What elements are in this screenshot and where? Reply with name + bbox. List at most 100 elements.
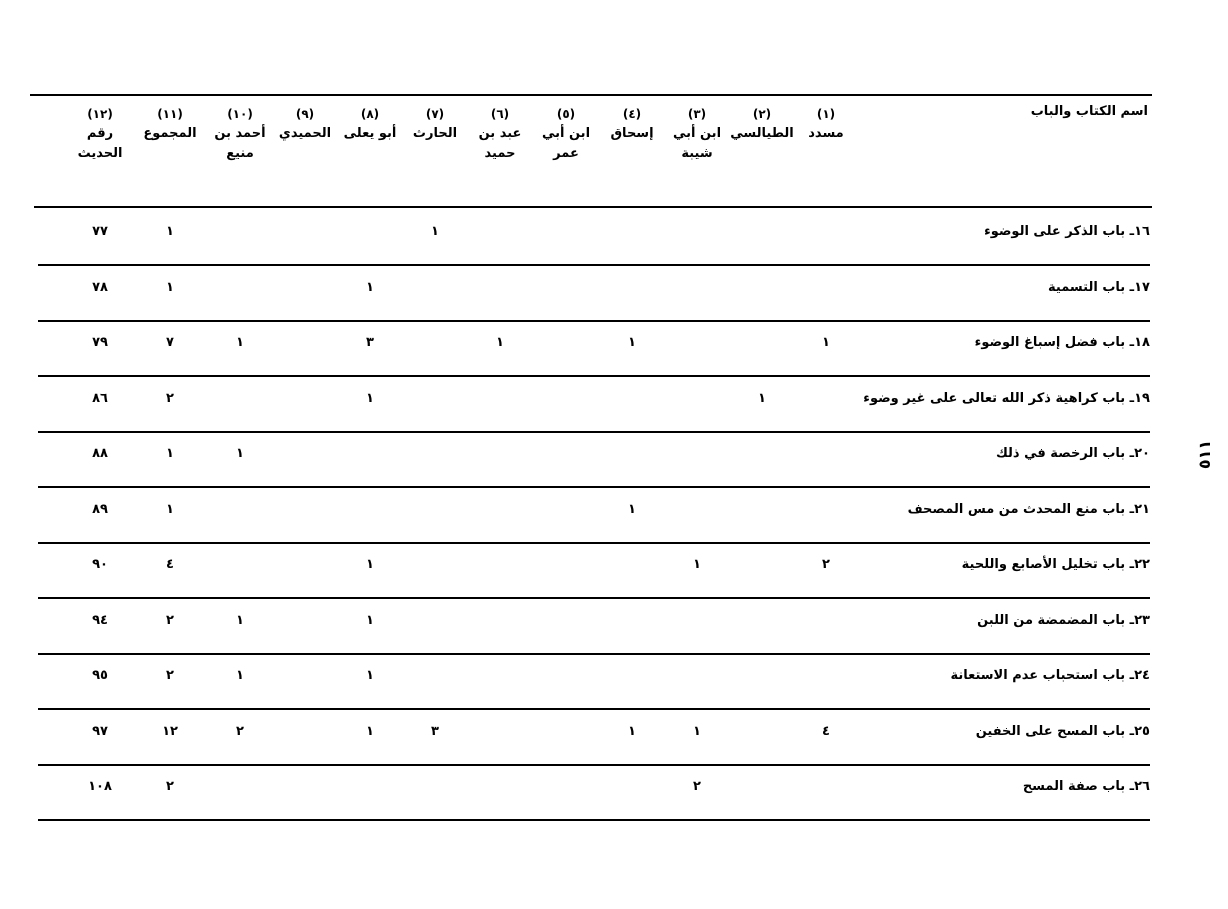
chapter-label: ١٧ـ باب التسمية	[1048, 279, 1150, 295]
table-row: ٢٤ـ باب استحباب عدم الاستعانة ١ ١ ٢ ٩٥	[0, 656, 1228, 711]
table-cell: ١	[166, 446, 174, 461]
table-cell: ١٢	[162, 723, 178, 739]
column-name: أحمد بن منيع	[214, 126, 266, 161]
table-cell: ١	[366, 557, 374, 572]
row-divider	[38, 486, 1150, 488]
column-number: (٧)	[425, 107, 445, 121]
column-name: الطيالسي	[730, 126, 794, 141]
table-row: ١٩ـ باب كراهية ذكر الله تعالى على غير وض…	[0, 379, 1228, 434]
table-row: ١٦ـ باب الذكر على الوضوء ١ ١ ٧٧	[0, 212, 1228, 267]
column-number: (٣)	[687, 107, 707, 121]
row-divider	[38, 763, 1150, 766]
table-cell: ٢	[166, 390, 174, 406]
table-cell: ١	[236, 446, 244, 461]
column-header: (٩) الحميدي	[270, 104, 340, 144]
table-cell: ٤	[822, 723, 830, 739]
column-number: (٤)	[622, 107, 642, 121]
column-number: (١٢)	[87, 107, 113, 121]
column-header: (١١) المجموع	[135, 104, 205, 144]
column-header: (٤) إسحاق	[597, 104, 667, 144]
table-row: ٢٥ـ باب المسح على الخفين ٤ ١ ١ ٣ ١ ٢ ١٢ ٩٧	[0, 712, 1228, 767]
header-rule	[34, 206, 1152, 208]
chapter-label: ٢٦ـ باب صفة المسح	[1022, 779, 1150, 794]
row-divider	[38, 819, 1150, 821]
table-cell: ١	[758, 390, 766, 406]
table-cell: ١	[693, 723, 701, 739]
column-number: (٢)	[752, 107, 772, 121]
chapter-label: ٢١ـ باب منع المحدث من مس المصحف	[907, 501, 1150, 517]
column-header: (٧) الحارث	[400, 104, 470, 144]
table-cell: ٧٩	[92, 335, 108, 350]
column-number: (١)	[816, 107, 836, 121]
table-cell: ٧	[166, 335, 174, 350]
table-cell: ٢	[236, 723, 244, 739]
table-cell: ١	[166, 501, 174, 517]
table-cell: ٢	[166, 668, 174, 683]
table-cell: ١	[366, 612, 374, 628]
column-header: (٥) ابن أبي عمر	[531, 104, 601, 164]
table-cell: ١	[366, 668, 374, 683]
table-cell: ٢	[166, 779, 174, 794]
table-cell: ١	[822, 335, 830, 350]
column-header: (١) مسدد	[791, 104, 861, 144]
table-row: ١٧ـ باب التسمية ١ ١ ٧٨	[0, 268, 1228, 323]
chapter-label: ٢٠ـ باب الرخصة في ذلك	[995, 446, 1150, 461]
table-cell: ٩٠	[92, 557, 108, 572]
table-cell: ١	[628, 335, 636, 350]
column-name: إسحاق	[610, 126, 654, 141]
column-number: (٨)	[360, 107, 380, 121]
chapter-label: ٢٣ـ باب المضمضة من اللبن	[977, 612, 1150, 628]
table-row: ٢٠ـ باب الرخصة في ذلك ١ ١ ٨٨	[0, 434, 1228, 489]
column-name: رقم الحديث	[77, 126, 123, 161]
table-cell: ٧٨	[92, 279, 108, 295]
table-cell: ٩٤	[92, 612, 108, 628]
table-cell: ١٠٨	[88, 779, 112, 794]
table-row: ٢١ـ باب منع المحدث من مس المصحف ١ ١ ٨٩	[0, 490, 1228, 545]
table-cell: ٣	[431, 723, 439, 739]
column-number: (١٠)	[227, 107, 253, 121]
table-cell: ٨٦	[92, 390, 108, 406]
column-header: (٨) أبو يعلى	[335, 104, 405, 144]
column-name: عبد بن حميد	[478, 126, 522, 161]
row-divider	[38, 319, 1150, 322]
column-number: (١١)	[157, 107, 183, 121]
table-cell: ٢	[822, 557, 830, 572]
table-cell: ١	[366, 390, 374, 406]
column-name: أبو يعلى	[343, 126, 397, 141]
column-name: مسدد	[808, 126, 844, 141]
column-header: (٦) عبد بن حميد	[465, 104, 535, 164]
row-divider	[38, 652, 1150, 655]
table-cell: ١	[628, 501, 636, 517]
column-header: (٣) ابن أبي شيبة	[662, 104, 732, 164]
table-cell: ٤	[166, 557, 174, 572]
column-number: (٩)	[295, 107, 315, 121]
row-divider	[38, 375, 1150, 377]
column-name: المجموع	[143, 126, 197, 141]
row-divider	[38, 597, 1150, 599]
column-number: (٦)	[490, 107, 510, 121]
chapter-label: ٢٥ـ باب المسح على الخفين	[975, 723, 1150, 739]
table-cell: ٨٨	[92, 446, 108, 461]
row-divider	[38, 541, 1150, 544]
table-cell: ٨٩	[92, 501, 108, 517]
chapter-label: ١٩ـ باب كراهية ذكر الله تعالى على غير وض…	[863, 390, 1150, 406]
table-cell: ١	[166, 279, 174, 295]
table-cell: ١	[366, 723, 374, 739]
table-cell: ٢	[166, 612, 174, 628]
column-name: الحميدي	[278, 126, 332, 141]
page-number: ٥١١	[1195, 439, 1215, 470]
chapter-label: ١٨ـ باب فضل إسباغ الوضوء	[974, 335, 1150, 350]
table-cell: ٧٧	[92, 224, 108, 239]
table-cell: ١	[236, 612, 244, 628]
row-divider	[38, 708, 1150, 710]
column-header: (٢) الطيالسي	[727, 104, 797, 144]
column-name: ابن أبي شيبة	[672, 126, 722, 161]
top-rule	[30, 94, 1152, 96]
column-name: الحارث	[412, 126, 458, 141]
chapter-label: ٢٢ـ باب تخليل الأصابع واللحية	[961, 557, 1150, 572]
table-cell: ٢	[693, 779, 701, 794]
table-cell: ٩٧	[92, 723, 108, 739]
row-divider	[38, 430, 1150, 433]
table-cell: ١	[236, 335, 244, 350]
table-cell: ١	[431, 224, 439, 239]
